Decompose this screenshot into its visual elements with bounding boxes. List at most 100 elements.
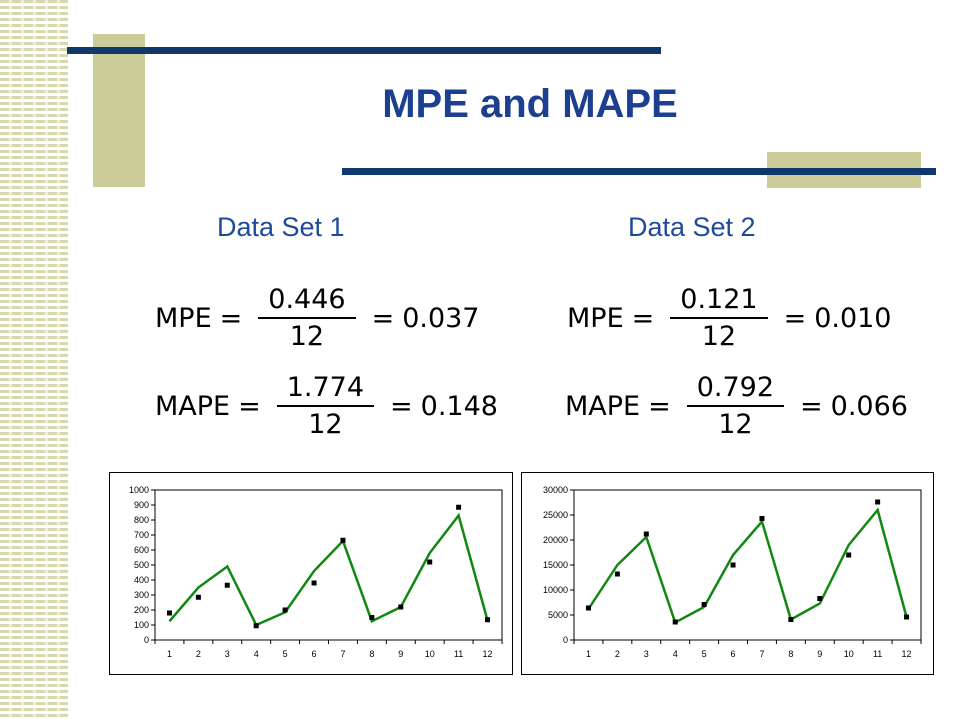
- x-tick-label: 9: [817, 649, 822, 659]
- x-tick-label: 8: [788, 649, 793, 659]
- data-point: [904, 614, 910, 620]
- fraction: 0.446 12: [258, 284, 356, 352]
- y-tick-label: 800: [134, 515, 149, 525]
- deco-line-bottom: [342, 168, 936, 175]
- x-tick-label: 11: [873, 649, 882, 659]
- x-tick-label: 5: [702, 649, 707, 659]
- mpe-label: MPE: [155, 302, 212, 334]
- mape-label: MAPE: [155, 390, 231, 422]
- y-tick-label: 900: [134, 500, 149, 510]
- x-tick-label: 4: [254, 649, 259, 659]
- y-tick-label: 15000: [543, 560, 568, 570]
- x-tick-label: 12: [902, 649, 912, 659]
- plot-area: [573, 489, 922, 641]
- fraction: 0.121 12: [670, 284, 768, 352]
- x-tick-label: 6: [731, 649, 736, 659]
- x-tick-label: 1: [586, 649, 591, 659]
- numerator: 0.446: [258, 284, 356, 319]
- mape-result: 0.148: [420, 390, 498, 422]
- equals-sign: =: [371, 302, 395, 334]
- fraction: 0.792 12: [686, 372, 785, 440]
- y-tick-label: 100: [134, 620, 149, 630]
- numerator: 0.792: [686, 372, 785, 407]
- equals-sign: =: [648, 390, 671, 422]
- x-tick-label: 12: [483, 649, 493, 659]
- data-point: [369, 615, 375, 620]
- y-tick-label: 5000: [548, 610, 568, 620]
- y-tick-label: 10000: [543, 585, 568, 595]
- data-point: [730, 562, 736, 568]
- x-tick-label: 2: [615, 649, 620, 659]
- chart-data-set-1-frame: 0 100 200 300 400 500 600 700 800 900 1000 1 2 3 4 5 6 7 8…: [109, 472, 513, 675]
- denominator: 12: [308, 409, 343, 440]
- data-point: [166, 610, 172, 616]
- equals-sign: =: [783, 302, 807, 334]
- x-tick-label: 3: [225, 649, 230, 659]
- chart-data-set-2-frame: 0 5000 10000 15000 20000 25000 30000 1 2 3 4 5 6 7 8 9 1…: [521, 472, 934, 675]
- denominator: 12: [718, 409, 753, 440]
- forecast-line: [168, 512, 489, 627]
- data-point: [485, 617, 491, 623]
- data-point: [846, 552, 852, 558]
- mape-label: MAPE: [565, 390, 641, 422]
- data-point: [253, 623, 259, 629]
- mape-formula-set-2: MAPE = 0.792 12 = 0.066: [565, 372, 908, 440]
- y-tick-label: 300: [134, 590, 149, 600]
- mape-result: 0.066: [830, 390, 908, 422]
- data-point: [456, 504, 462, 510]
- data-point: [195, 594, 201, 600]
- x-tick-label: 7: [759, 649, 764, 659]
- x-tick-label: 5: [283, 649, 288, 659]
- x-tick-label: 4: [673, 649, 678, 659]
- x-tick-label: 10: [425, 649, 435, 659]
- x-tick-label: 9: [398, 649, 403, 659]
- data-point: [701, 602, 707, 607]
- deco-line-top: [67, 47, 661, 54]
- equals-sign: =: [219, 302, 243, 334]
- mpe-result: 0.037: [402, 302, 480, 334]
- slide-title: MPE and MAPE: [382, 82, 678, 126]
- data-point: [788, 617, 794, 622]
- data-point: [224, 582, 230, 588]
- data-set-1-heading: Data Set 1: [217, 212, 345, 242]
- data-point: [585, 605, 591, 611]
- y-tick-label: 25000: [543, 510, 568, 520]
- x-tick-label: 1: [167, 649, 172, 659]
- y-tick-label: 200: [134, 605, 149, 615]
- y-tick-label: 0: [563, 635, 568, 645]
- equals-sign: =: [390, 390, 413, 422]
- data-point: [340, 537, 346, 543]
- data-point: [643, 531, 649, 537]
- equals-sign: =: [631, 302, 655, 334]
- mpe-result: 0.010: [814, 302, 892, 334]
- mpe-formula-set-2: MPE = 0.121 12 = 0.010: [567, 284, 891, 352]
- y-tick-label: 500: [134, 560, 149, 570]
- y-tick-label: 1000: [129, 485, 149, 495]
- data-point: [875, 499, 881, 505]
- numerator: 0.121: [670, 284, 768, 319]
- equals-sign: =: [238, 390, 261, 422]
- x-tick-label: 2: [196, 649, 201, 659]
- data-point: [759, 516, 765, 521]
- equals-sign: =: [800, 390, 823, 422]
- mape-formula-set-1: MAPE = 1.774 12 = 0.148: [155, 372, 498, 440]
- data-point: [427, 559, 433, 565]
- data-point: [817, 596, 823, 601]
- denominator: 12: [289, 321, 325, 352]
- y-tick-label: 400: [134, 575, 149, 585]
- y-tick-label: 20000: [543, 535, 568, 545]
- y-tick-label: 30000: [543, 485, 568, 495]
- mpe-label: MPE: [567, 302, 624, 334]
- data-set-2-heading: Data Set 2: [628, 212, 756, 242]
- data-point: [672, 619, 678, 625]
- denominator: 12: [701, 321, 737, 352]
- plot-area: [154, 489, 503, 641]
- mpe-formula-set-1: MPE = 0.446 12 = 0.037: [155, 284, 479, 352]
- numerator: 1.774: [276, 372, 375, 407]
- x-tick-label: 10: [844, 649, 854, 659]
- y-tick-label: 700: [134, 530, 149, 540]
- data-point: [614, 571, 620, 577]
- x-tick-label: 3: [644, 649, 649, 659]
